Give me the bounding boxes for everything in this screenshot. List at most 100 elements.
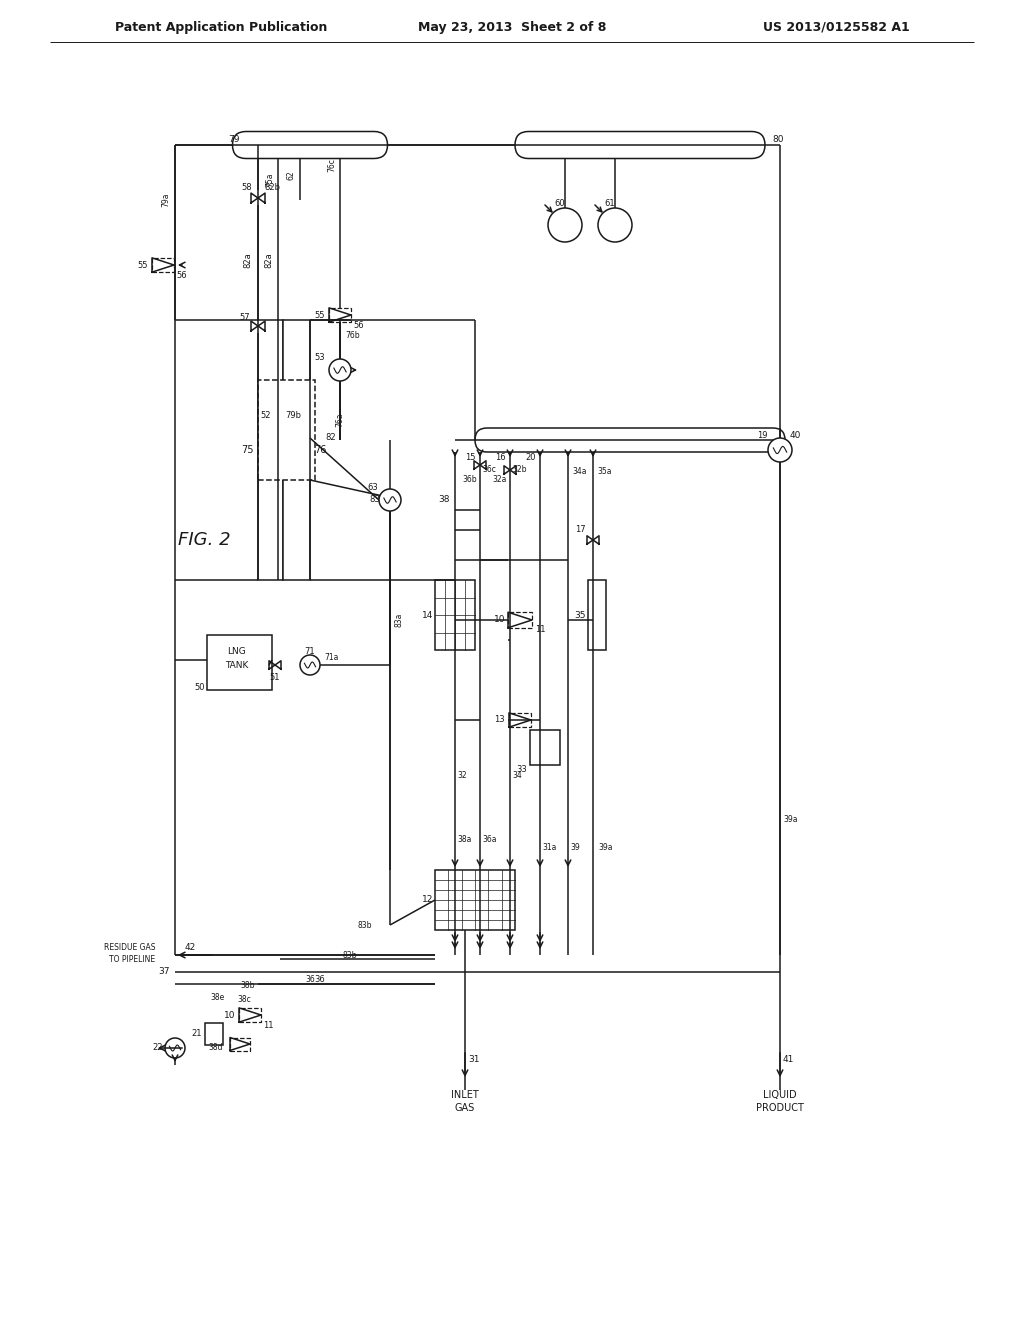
Text: 34: 34 bbox=[512, 771, 522, 780]
Text: 75: 75 bbox=[242, 445, 254, 455]
FancyBboxPatch shape bbox=[475, 428, 785, 451]
Text: 61: 61 bbox=[605, 198, 615, 207]
Text: 58: 58 bbox=[242, 183, 252, 193]
Text: 17: 17 bbox=[575, 525, 586, 535]
Text: 51: 51 bbox=[269, 672, 281, 681]
Text: 38e: 38e bbox=[211, 993, 225, 1002]
FancyBboxPatch shape bbox=[515, 132, 765, 158]
Text: 56: 56 bbox=[176, 271, 186, 280]
Text: 79a: 79a bbox=[161, 193, 170, 207]
Text: 55: 55 bbox=[137, 260, 148, 269]
Text: 36b: 36b bbox=[463, 475, 477, 484]
Circle shape bbox=[165, 1038, 185, 1059]
Text: 42: 42 bbox=[185, 942, 197, 952]
Text: 56: 56 bbox=[353, 321, 364, 330]
Bar bbox=[283, 319, 310, 579]
Text: 76a: 76a bbox=[335, 413, 344, 428]
Text: 33: 33 bbox=[516, 766, 527, 775]
Text: GAS: GAS bbox=[455, 1104, 475, 1113]
Text: US 2013/0125582 A1: US 2013/0125582 A1 bbox=[763, 21, 910, 33]
Text: 38b: 38b bbox=[240, 981, 255, 990]
Text: 38d: 38d bbox=[208, 1044, 222, 1052]
Bar bbox=[258, 319, 283, 579]
Text: LNG: LNG bbox=[227, 648, 247, 656]
Text: 39a: 39a bbox=[783, 816, 798, 825]
Bar bbox=[509, 713, 531, 727]
Text: 71: 71 bbox=[305, 647, 315, 656]
Text: 39: 39 bbox=[570, 843, 580, 853]
Text: 82a: 82a bbox=[243, 252, 252, 268]
Circle shape bbox=[329, 359, 351, 381]
Bar bbox=[258, 380, 315, 480]
Text: 39a: 39a bbox=[598, 843, 612, 853]
Text: 57: 57 bbox=[240, 313, 250, 322]
Text: 10: 10 bbox=[223, 1011, 234, 1019]
Text: 80: 80 bbox=[772, 136, 783, 144]
Text: 55: 55 bbox=[314, 310, 325, 319]
Text: 35: 35 bbox=[574, 610, 586, 619]
Text: 75a: 75a bbox=[265, 173, 274, 187]
Text: 76c: 76c bbox=[327, 158, 336, 172]
Text: 13: 13 bbox=[495, 715, 505, 725]
Bar bbox=[152, 257, 174, 272]
Text: 35a: 35a bbox=[597, 467, 611, 477]
Bar bbox=[239, 1008, 261, 1022]
Text: 22: 22 bbox=[153, 1044, 163, 1052]
Text: 11: 11 bbox=[263, 1020, 273, 1030]
Text: 20: 20 bbox=[525, 454, 536, 462]
Bar bbox=[435, 579, 475, 649]
Text: 19: 19 bbox=[758, 432, 768, 441]
Text: 82b: 82b bbox=[264, 183, 280, 193]
Bar bbox=[588, 579, 606, 649]
Text: 76b: 76b bbox=[345, 330, 359, 339]
Circle shape bbox=[379, 488, 401, 511]
Text: 40: 40 bbox=[790, 432, 802, 441]
Text: 62: 62 bbox=[287, 170, 296, 180]
Text: PRODUCT: PRODUCT bbox=[756, 1104, 804, 1113]
Bar bbox=[230, 1038, 250, 1051]
Text: 79: 79 bbox=[228, 136, 240, 144]
Text: 10: 10 bbox=[494, 615, 505, 624]
Text: 32a: 32a bbox=[493, 475, 507, 484]
Text: 37: 37 bbox=[159, 968, 170, 977]
Bar bbox=[207, 635, 272, 690]
Circle shape bbox=[548, 209, 582, 242]
Text: 36: 36 bbox=[305, 975, 314, 985]
Text: 82a: 82a bbox=[264, 252, 273, 268]
Text: 38c: 38c bbox=[237, 994, 251, 1003]
Circle shape bbox=[598, 209, 632, 242]
Text: TANK: TANK bbox=[225, 660, 249, 669]
Text: 38: 38 bbox=[438, 495, 450, 504]
Text: 83b: 83b bbox=[343, 950, 357, 960]
Text: 38a: 38a bbox=[457, 836, 471, 845]
Text: 31: 31 bbox=[468, 1056, 479, 1064]
Text: 82: 82 bbox=[325, 433, 336, 442]
Text: 16: 16 bbox=[496, 454, 506, 462]
Text: 21: 21 bbox=[191, 1030, 202, 1039]
Text: 79b: 79b bbox=[285, 411, 301, 420]
Text: 36: 36 bbox=[314, 975, 326, 985]
Bar bbox=[435, 870, 515, 931]
Text: 83a: 83a bbox=[395, 612, 404, 627]
Text: RESIDUE GAS: RESIDUE GAS bbox=[103, 942, 155, 952]
Text: 32: 32 bbox=[457, 771, 467, 780]
Text: 36c: 36c bbox=[482, 466, 496, 474]
Text: 52: 52 bbox=[260, 411, 270, 420]
Text: 14: 14 bbox=[422, 610, 433, 619]
Bar bbox=[530, 730, 560, 766]
Text: FIG. 2: FIG. 2 bbox=[178, 531, 230, 549]
Text: LIQUID: LIQUID bbox=[763, 1090, 797, 1100]
Text: May 23, 2013  Sheet 2 of 8: May 23, 2013 Sheet 2 of 8 bbox=[418, 21, 606, 33]
Text: 36a: 36a bbox=[482, 836, 497, 845]
Text: 63: 63 bbox=[368, 483, 378, 492]
Text: 83b: 83b bbox=[357, 920, 373, 929]
Text: 83: 83 bbox=[370, 495, 380, 504]
Text: 12: 12 bbox=[422, 895, 433, 904]
Circle shape bbox=[768, 438, 792, 462]
Text: 31a: 31a bbox=[542, 843, 556, 853]
Text: 71a: 71a bbox=[324, 652, 338, 661]
Text: 15: 15 bbox=[466, 454, 476, 462]
Text: 76: 76 bbox=[314, 445, 327, 455]
Text: 50: 50 bbox=[195, 684, 205, 693]
Text: 34a: 34a bbox=[572, 467, 587, 477]
